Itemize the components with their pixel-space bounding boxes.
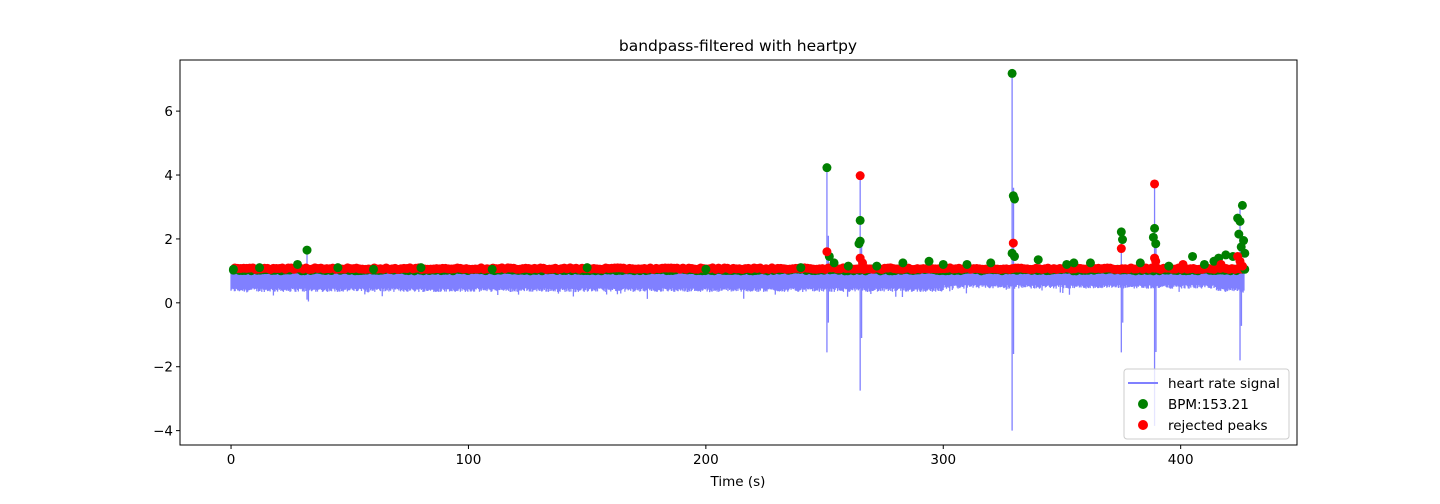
peak-point	[1007, 68, 1017, 78]
y-tick-label: 6	[164, 104, 173, 120]
x-tick-label: 300	[930, 452, 956, 468]
peak-point	[416, 263, 426, 273]
signal-line	[230, 72, 1245, 431]
peak-point	[1085, 258, 1095, 268]
peak-point	[333, 263, 343, 273]
peak-point	[872, 261, 882, 271]
legend: heart rate signal BPM:153.21 rejected pe…	[1123, 368, 1290, 440]
peak-point	[1150, 223, 1160, 233]
rejected-peak-point	[1008, 238, 1018, 248]
x-tick-label: 0	[227, 452, 236, 468]
peak-point	[1009, 251, 1019, 261]
rejected-peak-point	[1150, 179, 1160, 189]
peak-point	[1240, 248, 1250, 258]
rejected-peak-point	[1216, 259, 1226, 269]
peak-point	[701, 264, 711, 274]
peak-point	[854, 239, 864, 249]
peak-point	[228, 264, 238, 274]
peak-point	[487, 264, 497, 274]
peak-point	[1199, 259, 1209, 269]
peak-point	[1234, 229, 1244, 239]
y-tick-label: 4	[164, 168, 173, 184]
peak-point	[986, 258, 996, 268]
y-tick-label: 2	[164, 232, 173, 248]
peak-point	[938, 259, 948, 269]
y-tick-label: 0	[164, 296, 173, 312]
peak-point	[822, 163, 832, 173]
x-tick-label: 200	[693, 452, 719, 468]
peak-point	[1033, 255, 1043, 265]
peak-point	[1135, 258, 1145, 268]
peak-point	[829, 258, 839, 268]
x-tick-label: 400	[1168, 452, 1194, 468]
rejected-peak-point	[822, 247, 832, 257]
x-tick-label: 100	[456, 452, 482, 468]
peak-point	[1235, 216, 1245, 226]
peak-point	[582, 263, 592, 273]
plot-layer	[228, 68, 1250, 431]
legend-rejected-label: rejected peaks	[1168, 418, 1268, 434]
peak-point	[1062, 259, 1072, 269]
legend-frame	[1123, 368, 1290, 440]
peak-point	[855, 215, 865, 225]
peak-point	[1221, 250, 1231, 260]
y-axis: −4 −2 0 2 4 6	[153, 104, 180, 440]
y-tick-label: −2	[153, 360, 173, 376]
rejected-peak-point	[1178, 259, 1188, 269]
peak-point	[1069, 258, 1079, 268]
peak-point	[1116, 227, 1126, 237]
peak-point	[1009, 194, 1019, 204]
rejected-peak-point	[1151, 256, 1161, 266]
legend-bpm-label: BPM:153.21	[1168, 397, 1249, 413]
peak-point	[843, 261, 853, 271]
peak-point	[898, 258, 908, 268]
rejected-peak-point	[858, 258, 868, 268]
peak-point	[255, 263, 265, 273]
legend-signal-label: heart rate signal	[1168, 376, 1280, 392]
plot-frame	[179, 59, 1298, 446]
peak-point	[293, 259, 303, 269]
peak-point	[368, 264, 378, 274]
rejected-peak-point	[1116, 244, 1126, 254]
x-axis-label: Time (s)	[710, 474, 766, 490]
x-axis: 0 100 200 300 400	[227, 445, 1194, 468]
chart-title: bandpass-filtered with heartpy	[619, 37, 857, 55]
peak-point	[1164, 261, 1174, 271]
peak-point	[962, 259, 972, 269]
peak-point	[796, 263, 806, 273]
legend-red-swatch	[1138, 420, 1148, 430]
peak-point	[1151, 239, 1161, 249]
rejected-peak-point	[855, 171, 865, 181]
rejected-peak-point	[1237, 261, 1247, 271]
peak-point	[1118, 235, 1128, 245]
peak-point	[1188, 251, 1198, 261]
peak-point	[924, 256, 934, 266]
y-tick-label: −4	[153, 424, 173, 440]
legend-green-swatch	[1138, 399, 1148, 409]
peak-point	[302, 245, 312, 255]
peak-point	[1237, 200, 1247, 210]
